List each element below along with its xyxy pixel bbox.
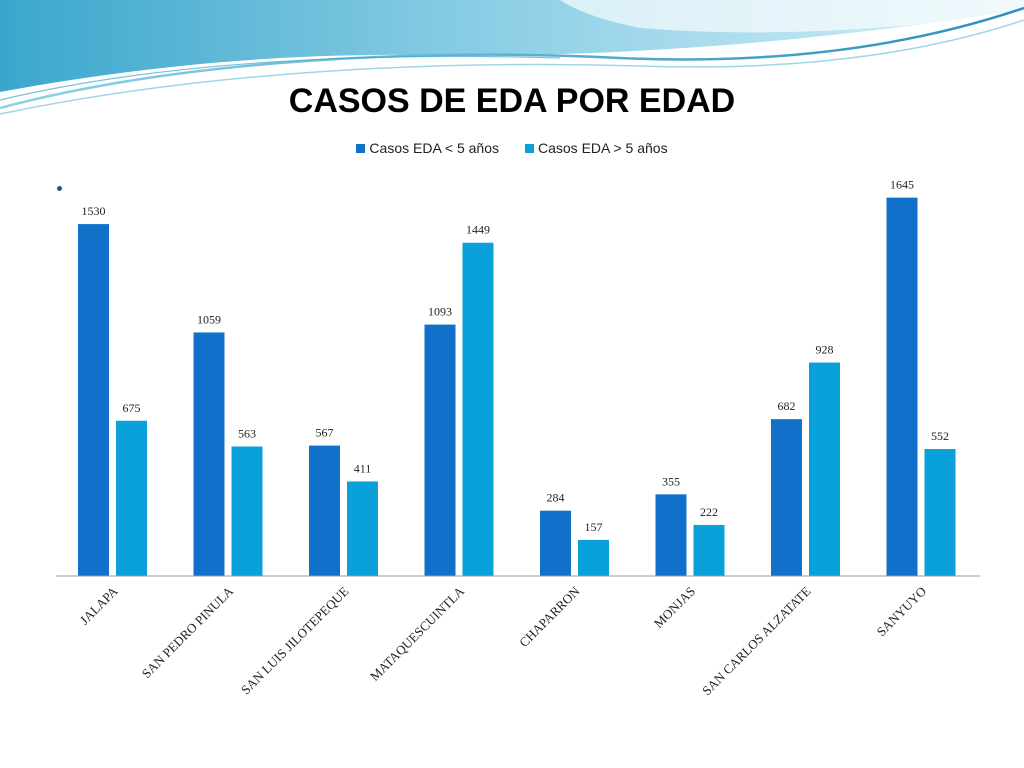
- bar-1-6: [655, 494, 687, 576]
- x-tick-label-4: MATAQUESCUINTLA: [367, 583, 468, 684]
- bar-2-8: [924, 449, 956, 576]
- bar-1-5: [540, 510, 571, 576]
- data-label-2-1: 675: [123, 401, 141, 415]
- x-tick-label-7: SAN CARLOS ALZATATE: [699, 583, 814, 698]
- data-label-2-8: 552: [931, 429, 949, 443]
- bar-1-3: [309, 445, 340, 576]
- bar-2-4: [462, 242, 494, 577]
- data-label-1-5: 284: [547, 491, 565, 505]
- data-label-1-3: 567: [316, 426, 334, 440]
- bar-2-3: [347, 481, 378, 576]
- x-tick-label-1: JALAPA: [77, 583, 121, 627]
- legend-swatch-series-2: [525, 143, 534, 153]
- bar-1-1: [78, 224, 109, 576]
- data-label-1-6: 355: [662, 474, 680, 488]
- data-label-1-4: 1093: [428, 305, 452, 319]
- x-tick-label-2: SAN PEDRO PINULA: [139, 583, 237, 681]
- legend-item-series-1: Casos EDA < 5 años: [356, 140, 499, 156]
- legend-swatch-series-1: [356, 143, 366, 153]
- bar-1-8: [886, 197, 918, 576]
- data-label-1-1: 1530: [82, 204, 106, 218]
- data-label-2-7: 928: [816, 343, 834, 357]
- bar-1-7: [771, 419, 802, 576]
- bar-1-2: [193, 332, 225, 576]
- bullet-dot: [57, 186, 62, 191]
- data-label-2-5: 157: [585, 520, 603, 534]
- x-tick-label-6: MONJAS: [651, 584, 698, 631]
- x-tick-label-5: CHAPARRON: [516, 583, 583, 650]
- bar-2-1: [116, 420, 147, 576]
- bar-2-7: [809, 362, 840, 576]
- bar-2-2: [231, 446, 263, 576]
- legend-item-series-2: Casos EDA > 5 años: [525, 140, 668, 156]
- data-label-2-6: 222: [700, 505, 718, 519]
- legend-label-series-2: Casos EDA > 5 años: [538, 140, 668, 156]
- bar-1-4: [424, 324, 456, 576]
- decorative-wave-header: [0, 0, 1024, 115]
- chart-legend: Casos EDA < 5 años Casos EDA > 5 años: [0, 140, 1024, 156]
- data-label-2-3: 411: [354, 461, 372, 475]
- x-tick-label-8: SANYUYO: [874, 584, 930, 640]
- data-label-2-2: 563: [238, 427, 256, 441]
- data-label-1-7: 682: [778, 399, 796, 413]
- bar-2-6: [693, 524, 725, 576]
- bar-2-5: [578, 539, 609, 576]
- legend-label-series-1: Casos EDA < 5 años: [369, 140, 499, 156]
- data-label-1-2: 1059: [197, 312, 221, 326]
- data-label-1-8: 1645: [890, 178, 914, 192]
- x-tick-label-3: SAN LUIS JILOTEPEQUE: [238, 583, 352, 697]
- chart-title: CASOS DE EDA POR EDAD: [288, 82, 736, 120]
- data-label-2-4: 1449: [466, 223, 490, 237]
